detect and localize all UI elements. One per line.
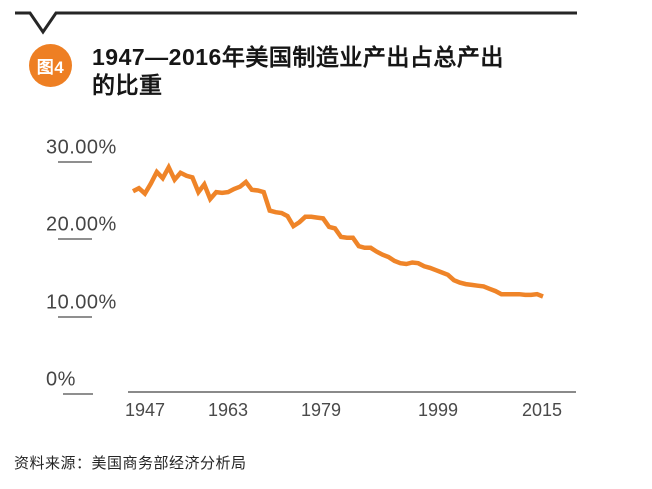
y-axis-tick-underline (58, 161, 92, 163)
title-line-2: 的比重 (92, 72, 163, 98)
trend-line (131, 162, 544, 299)
title-line-1: 1947—2016年美国制造业产出占总产出 (92, 44, 504, 70)
x-axis-tick-label: 2015 (521, 400, 563, 420)
x-axis-tick-label: 1947 (124, 400, 166, 420)
figure-number-badge: 图4 (29, 44, 72, 87)
y-axis-tick-label: 20.00% (46, 213, 117, 236)
top-rule-decoration (15, 11, 577, 35)
y-axis-tick-label: 30.00% (46, 136, 117, 159)
y-axis-tick-label: 10.00% (46, 291, 117, 314)
x-axis-tick-label: 1963 (207, 400, 249, 420)
x-axis-tick-label: 1979 (300, 400, 342, 420)
figure-number-label: 图4 (36, 58, 65, 77)
source-note: 资料来源：美国商务部经济分析局 (14, 455, 247, 472)
chart: 30.00% 20.00% 10.00% 0% 1947 1963 1979 1999 201… (0, 120, 652, 420)
x-axis-tick-label: 1999 (417, 400, 459, 420)
notched-line (15, 11, 577, 35)
y-axis-tick-label: 0% (46, 368, 76, 391)
x-axis-line (128, 391, 576, 393)
page-title: 1947—2016年美国制造业产出占总产出 的比重 (92, 43, 612, 99)
y-axis-tick-underline (63, 393, 93, 395)
y-axis-tick-underline (58, 315, 92, 318)
y-axis-tick-underline (58, 238, 92, 241)
